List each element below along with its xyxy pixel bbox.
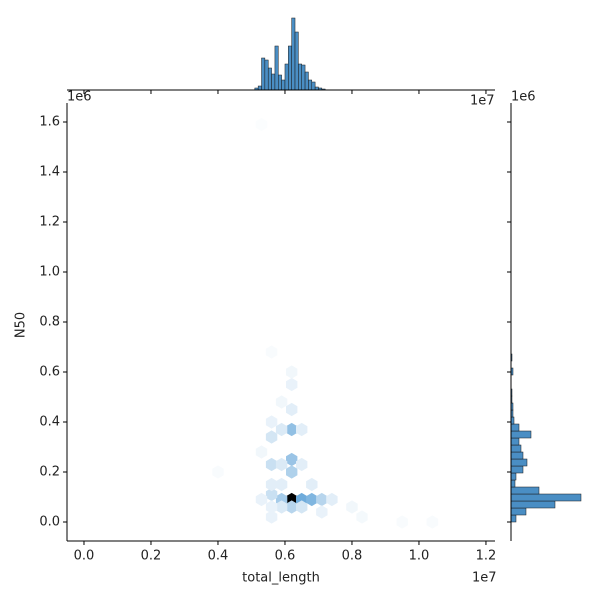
hexbin-cell — [286, 465, 298, 479]
hexbin-cell — [396, 515, 408, 529]
hexbin-cell — [265, 457, 278, 472]
hexbin-cell — [275, 500, 288, 514]
hexbin-cell — [255, 117, 268, 132]
y-tick-label: 1.2 — [39, 215, 60, 230]
histogram-bar — [510, 451, 524, 460]
histogram-bar — [298, 63, 302, 91]
x-offset-label: 1e7 — [472, 571, 497, 586]
x-tick-label: 1.0 — [409, 549, 430, 564]
histogram-bar — [288, 45, 292, 91]
hexbin-cell — [275, 395, 288, 409]
histogram-bar — [311, 81, 316, 91]
hexbin-cell — [286, 402, 298, 417]
histogram-bar — [267, 67, 272, 91]
y-tick-label: 0.0 — [39, 515, 60, 530]
histogram-bar — [510, 472, 517, 481]
hexbin-cell — [426, 515, 439, 529]
y-tick-label: 0.6 — [39, 365, 60, 380]
y-tick-label: 1.0 — [39, 265, 60, 280]
hexbin-cell — [265, 477, 278, 492]
hexbin-cell — [286, 365, 298, 379]
y-axis-label: N50 — [14, 312, 29, 338]
histogram-bar — [257, 85, 262, 91]
histogram-bar — [510, 458, 528, 467]
hexbin-cell — [265, 500, 278, 514]
hexbin-cell — [286, 422, 298, 437]
hexbin-cell — [296, 500, 308, 514]
hexbin-cell — [316, 492, 328, 507]
right-offset-label: 1e6 — [511, 90, 536, 105]
hexbin-cell — [306, 492, 318, 507]
y-tick-label: 1.6 — [39, 115, 60, 130]
y-tick-label: 1.4 — [39, 165, 60, 180]
histogram-bar — [264, 59, 269, 91]
hexbin-cell — [326, 492, 338, 507]
hexbin-cell — [296, 422, 308, 437]
histogram-bar — [291, 17, 296, 91]
y-tick-label: 0.8 — [39, 315, 60, 330]
hexbin-cell — [275, 477, 288, 492]
histogram-bar — [510, 437, 520, 446]
histogram-bar — [510, 423, 520, 432]
histogram-bar — [510, 444, 522, 453]
x-axis-label: total_length — [242, 571, 320, 586]
hexbin-cell — [286, 452, 298, 467]
hexbin-cell — [286, 377, 298, 392]
x-tick-label: 1.2 — [476, 549, 497, 564]
histogram-bar — [510, 430, 532, 439]
hexbin-cell — [346, 500, 358, 514]
y-offset-label: 1e6 — [67, 90, 92, 105]
hexbin-cell — [275, 422, 288, 437]
histogram-bar — [281, 79, 286, 91]
hexbin-cell — [265, 510, 278, 524]
x-tick-label: 0.6 — [275, 549, 296, 564]
histogram-bar — [301, 64, 306, 91]
x-tick-label: 0.0 — [74, 549, 95, 564]
x-tick-label: 0.4 — [208, 549, 229, 564]
hexbin-cell — [275, 457, 288, 472]
hexbin-cell — [296, 457, 308, 472]
hexbin-cell — [255, 445, 268, 459]
hexbin-cell — [255, 492, 268, 507]
histogram-bar — [274, 45, 279, 91]
hexbin-cell — [356, 510, 368, 524]
x-tick-label: 0.8 — [342, 549, 363, 564]
histogram-bar — [510, 507, 527, 516]
top-offset-label: 1e7 — [470, 94, 495, 109]
histogram-bar — [284, 63, 289, 91]
histogram-bar — [271, 73, 276, 91]
histogram-bar — [308, 79, 313, 91]
hexbin-cell — [265, 345, 278, 359]
histogram-bar — [294, 31, 299, 91]
histogram-bar — [510, 514, 517, 523]
hexbin-cell — [265, 415, 278, 429]
hexbin-cell — [265, 430, 278, 444]
histogram-bar — [510, 493, 582, 502]
histogram-bar — [261, 57, 266, 91]
histogram-bar — [278, 74, 282, 91]
histogram-bar — [510, 486, 540, 495]
histogram-bar — [510, 465, 524, 474]
hexbin-cell — [306, 477, 318, 492]
histogram-bar — [510, 479, 516, 488]
y-tick-label: 0.4 — [39, 415, 60, 430]
hexbin-cell — [265, 487, 278, 502]
hexbin-cell — [286, 500, 298, 514]
y-tick-label: 0.2 — [39, 465, 60, 480]
x-tick-label: 0.2 — [141, 549, 162, 564]
hexbin-cell — [316, 505, 328, 519]
histogram-bar — [510, 500, 556, 509]
histogram-bar — [304, 71, 309, 91]
hexbin-cell — [212, 465, 224, 479]
